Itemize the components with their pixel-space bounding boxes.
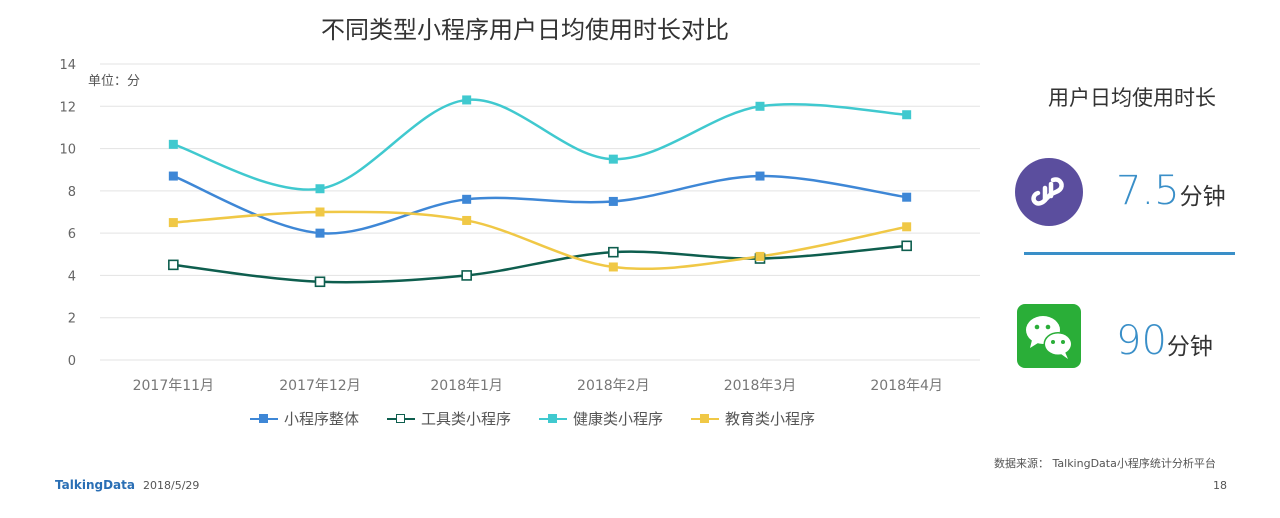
data-point-series-2 (314, 276, 326, 288)
y-tick-label: 6 (68, 227, 76, 242)
wechat-stat: 90分钟 (1116, 318, 1213, 364)
wechat-icon (1017, 304, 1081, 368)
unit-label: 单位：分 (88, 74, 141, 89)
data-point-series-2 (461, 270, 472, 281)
legend-label-health: 健康类小程序 (573, 410, 664, 428)
legend-swatch-health (539, 413, 568, 424)
legend-label-education: 教育类小程序 (725, 410, 816, 428)
mini-program-unit: 分钟 (1179, 184, 1226, 210)
data-point-series-1 (315, 228, 325, 238)
mini-program-glyph (1031, 177, 1064, 206)
data-source: 数据来源： TalkingData小程序统计分析平台 (994, 457, 1216, 470)
series-line-1 (172, 174, 907, 235)
x-tick-label: 2018年4月 (870, 378, 943, 394)
y-tick-label: 14 (59, 58, 76, 73)
wechat-unit: 分钟 (1166, 334, 1213, 360)
line-chart: 0 2 4 6 8 10 12 14 2017年11月 2017年12月 2018年1月 2018年2… (59, 58, 980, 394)
data-point-series-1 (755, 171, 765, 181)
legend-item-education: 教育类小程序 (691, 408, 815, 429)
data-point-series-1 (608, 196, 618, 206)
y-tick-label: 0 (68, 354, 76, 369)
data-point-series-4 (755, 251, 765, 261)
x-tick-label: 2018年3月 (724, 378, 797, 394)
data-point-series-4 (315, 207, 325, 217)
y-tick-label: 12 (59, 100, 76, 115)
x-tick-label: 2017年12月 (279, 378, 360, 394)
divider (1024, 252, 1235, 255)
chart-legend: 小程序整体 工具类小程序 健康类小程序 教育类小程序 (250, 408, 815, 429)
x-tick-label: 2018年1月 (430, 378, 503, 394)
mini-program-icon (1015, 158, 1083, 226)
data-point-series-2 (901, 240, 912, 252)
footer-date: 2018/5/29 (143, 479, 200, 492)
data-point-series-1 (462, 194, 472, 204)
legend-label-tools: 工具类小程序 (421, 410, 512, 428)
legend-item-tools: 工具类小程序 (387, 408, 511, 429)
data-point-series-2 (168, 259, 179, 271)
chart-title: 不同类型小程序用户日均使用时长对比 (321, 16, 729, 44)
data-point-series-1 (902, 192, 912, 202)
legend-item-health: 健康类小程序 (539, 408, 663, 429)
x-tick-label: 2017年11月 (133, 378, 214, 394)
series-line-4 (173, 210, 907, 271)
y-tick-label: 10 (59, 143, 76, 158)
data-point-series-3 (462, 95, 472, 105)
data-point-series-3 (315, 184, 325, 194)
data-point-series-1 (168, 171, 178, 181)
side-panel-title: 用户日均使用时长 (1048, 86, 1216, 110)
legend-swatch-tools (387, 413, 416, 424)
series-line-3 (172, 98, 907, 191)
legend-item-overall: 小程序整体 (250, 408, 359, 429)
y-tick-label: 2 (68, 312, 76, 327)
wechat-glyph (1026, 316, 1073, 359)
legend-swatch-education (691, 413, 720, 424)
data-point-series-3 (755, 101, 765, 111)
page-number: 18 (1213, 479, 1227, 492)
brand-logo: TalkingData (55, 478, 135, 492)
data-point-series-3 (608, 154, 618, 164)
mini-program-value: 7.5 (1116, 168, 1180, 214)
data-point-series-3 (902, 110, 912, 120)
series-line-2 (173, 244, 907, 284)
wechat-value: 90 (1116, 318, 1167, 364)
x-tick-label: 2018年2月 (577, 378, 650, 394)
data-point-series-4 (462, 215, 472, 225)
legend-label-overall: 小程序整体 (284, 410, 360, 428)
y-tick-label: 8 (68, 185, 76, 200)
data-point-series-2 (608, 246, 619, 258)
data-point-series-3 (168, 139, 178, 149)
data-point-series-4 (168, 218, 178, 228)
data-point-series-4 (902, 222, 912, 232)
data-point-series-4 (608, 262, 618, 272)
legend-swatch-overall (250, 413, 278, 424)
y-tick-label: 4 (68, 269, 76, 284)
mini-program-stat: 7.5分钟 (1116, 168, 1226, 214)
